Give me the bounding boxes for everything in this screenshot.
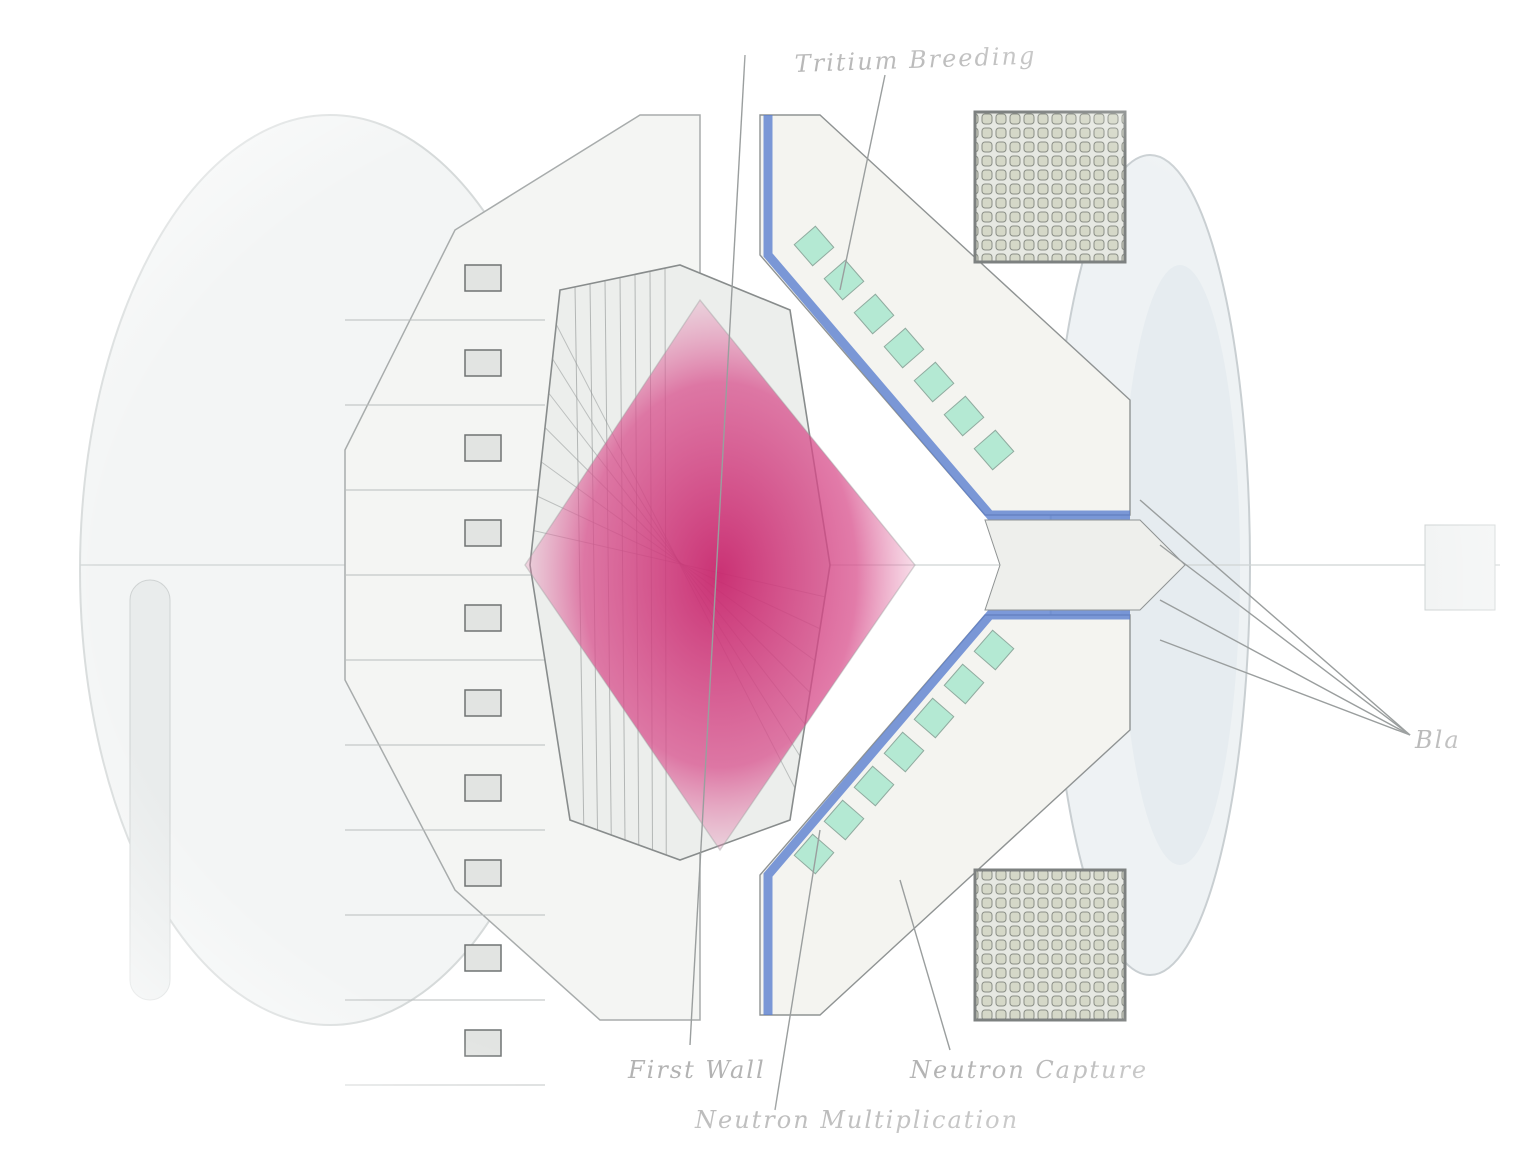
- vignette: [0, 0, 1525, 1165]
- reactor-sketch: Tritium Breeding First Wall Neutron Mult…: [0, 0, 1525, 1165]
